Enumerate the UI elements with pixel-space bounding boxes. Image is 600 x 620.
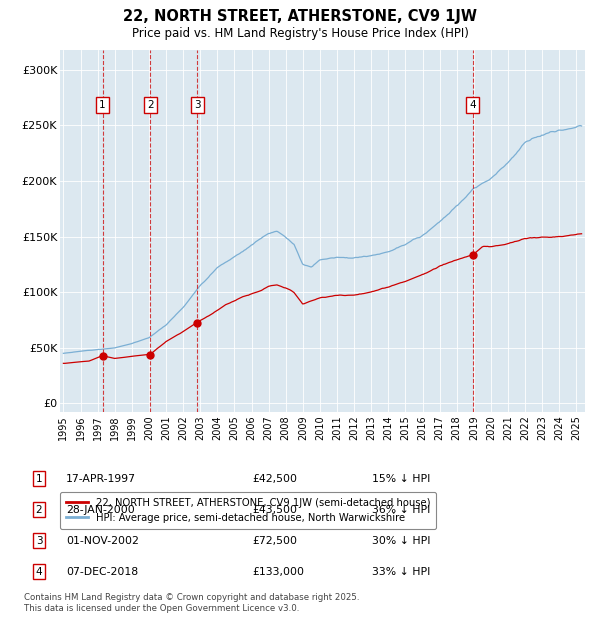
Text: 3: 3 [194, 100, 200, 110]
Text: 4: 4 [469, 100, 476, 110]
Text: 22, NORTH STREET, ATHERSTONE, CV9 1JW: 22, NORTH STREET, ATHERSTONE, CV9 1JW [123, 9, 477, 24]
Text: 07-DEC-2018: 07-DEC-2018 [66, 567, 138, 577]
Text: 15% ↓ HPI: 15% ↓ HPI [372, 474, 430, 484]
Text: £133,000: £133,000 [252, 567, 304, 577]
Text: 01-NOV-2002: 01-NOV-2002 [66, 536, 139, 546]
Text: £43,500: £43,500 [252, 505, 297, 515]
Text: 1: 1 [35, 474, 43, 484]
Text: £72,500: £72,500 [252, 536, 297, 546]
Text: 2: 2 [35, 505, 43, 515]
Text: 33% ↓ HPI: 33% ↓ HPI [372, 567, 430, 577]
Text: 4: 4 [35, 567, 43, 577]
Legend: 22, NORTH STREET, ATHERSTONE, CV9 1JW (semi-detached house), HPI: Average price,: 22, NORTH STREET, ATHERSTONE, CV9 1JW (s… [60, 492, 436, 529]
Text: 36% ↓ HPI: 36% ↓ HPI [372, 505, 430, 515]
Text: Contains HM Land Registry data © Crown copyright and database right 2025.
This d: Contains HM Land Registry data © Crown c… [24, 593, 359, 613]
Text: Price paid vs. HM Land Registry's House Price Index (HPI): Price paid vs. HM Land Registry's House … [131, 27, 469, 40]
Text: 3: 3 [35, 536, 43, 546]
Text: 1: 1 [99, 100, 106, 110]
Text: 30% ↓ HPI: 30% ↓ HPI [372, 536, 431, 546]
Text: £42,500: £42,500 [252, 474, 297, 484]
Text: 2: 2 [147, 100, 154, 110]
Text: 28-JAN-2000: 28-JAN-2000 [66, 505, 135, 515]
Text: 17-APR-1997: 17-APR-1997 [66, 474, 136, 484]
